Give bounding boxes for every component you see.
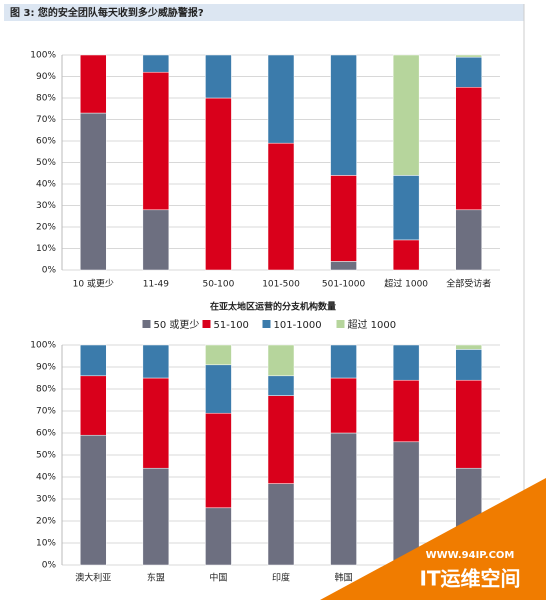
figure-title: 图 3: 您的安全团队每天收到多少威胁警报?: [10, 6, 204, 19]
bar-segment: [455, 209, 482, 271]
bar-segment: [142, 209, 170, 271]
y-tick-label: 50%: [36, 158, 56, 168]
x-tick-label: 超过 1000: [384, 278, 428, 290]
legend-swatch: [202, 320, 211, 328]
bar-segment: [80, 112, 107, 271]
bar-segment: [267, 344, 295, 377]
x-tick-label: 澳大利亚: [75, 572, 111, 584]
bar-segment: [455, 56, 482, 88]
bar-segment: [330, 432, 357, 566]
bar-segment: [267, 54, 295, 144]
y-tick-label: 70%: [36, 115, 56, 125]
x-tick-label: 50-100: [202, 280, 234, 290]
x-tick-label: 韩国: [335, 572, 353, 584]
bar-segment: [80, 344, 107, 377]
bar-segment: [392, 239, 420, 271]
y-tick-label: 10%: [36, 539, 56, 549]
bar-segment: [455, 54, 482, 58]
bar-segment: [392, 344, 420, 381]
x-tick-label: 印度: [272, 572, 290, 584]
bar-segment: [330, 377, 357, 434]
legend-label: 超过 1000: [348, 318, 397, 331]
bar-segment: [330, 54, 357, 176]
bar-segment: [455, 349, 482, 381]
y-tick-label: 90%: [36, 72, 56, 82]
bar-segment: [455, 87, 482, 211]
bar-segment: [80, 434, 107, 566]
y-tick-label: 20%: [36, 223, 56, 233]
bar-segment: [330, 261, 357, 271]
watermark-url: WWW.94IP.COM: [426, 550, 515, 561]
x-tick-label: 101-500: [262, 280, 300, 290]
y-tick-label: 40%: [36, 473, 56, 483]
bar-segment: [267, 395, 295, 484]
bar-segment: [267, 142, 295, 271]
y-tick-label: 50%: [36, 451, 56, 461]
bar-segment: [330, 344, 357, 379]
bar-segment: [205, 344, 232, 366]
y-tick-label: 20%: [36, 517, 56, 527]
bar-segment: [142, 377, 170, 469]
legend-label: 50 或更少: [154, 319, 200, 331]
bar-segment: [455, 379, 482, 469]
bar-segment: [455, 344, 482, 350]
legend-swatch: [262, 320, 271, 328]
bar-segment: [142, 344, 170, 379]
bar-segment: [267, 375, 295, 396]
bar-segment: [392, 175, 420, 241]
y-tick-label: 60%: [36, 137, 56, 147]
watermark-bg: [320, 478, 546, 600]
watermark-name: IT运维空间: [419, 567, 520, 591]
y-tick-label: 60%: [36, 429, 56, 439]
y-tick-label: 40%: [36, 180, 56, 190]
y-tick-label: 80%: [36, 94, 56, 104]
y-tick-label: 0%: [42, 266, 57, 276]
bar-segment: [392, 441, 420, 566]
bar-segment: [142, 71, 170, 211]
y-tick-label: 80%: [36, 385, 56, 395]
bar-segment: [205, 54, 232, 99]
bar-segment: [330, 175, 357, 262]
y-tick-label: 10%: [36, 244, 56, 254]
bar-segment: [142, 54, 170, 73]
x-tick-label: 11-49: [143, 280, 169, 290]
bar-segment: [80, 54, 107, 114]
legend-title: 在亚太地区运营的分支机构数量: [210, 301, 336, 313]
bar-segment: [392, 54, 420, 176]
x-tick-label: 501-1000: [322, 280, 366, 290]
bar-segment: [267, 483, 295, 566]
bar-segment: [392, 379, 420, 443]
bar-segment: [205, 97, 232, 271]
y-tick-label: 30%: [36, 495, 56, 505]
legend-swatch: [336, 320, 345, 328]
bar-segment: [205, 507, 232, 566]
y-tick-label: 100%: [30, 51, 56, 61]
bar-segment: [205, 412, 232, 509]
bar-segment: [205, 364, 232, 414]
legend-label: 51-100: [214, 320, 249, 331]
y-tick-label: 70%: [36, 407, 56, 417]
y-tick-label: 100%: [30, 341, 56, 351]
title-bar: [4, 4, 524, 21]
x-tick-label: 东盟: [147, 572, 165, 584]
y-tick-label: 90%: [36, 363, 56, 373]
x-tick-label: 中国: [209, 572, 227, 584]
x-tick-label: 全部受访者: [446, 278, 491, 290]
bar-segment: [80, 375, 107, 436]
y-tick-label: 30%: [36, 201, 56, 211]
x-tick-label: 10 或更少: [73, 278, 114, 290]
y-tick-label: 0%: [42, 561, 57, 571]
legend-swatch: [142, 320, 151, 328]
legend: 50 或更少 51-100 101-1000 超过 1000: [142, 318, 397, 331]
bar-segment: [142, 467, 170, 566]
legend-label: 101-1000: [274, 320, 322, 331]
